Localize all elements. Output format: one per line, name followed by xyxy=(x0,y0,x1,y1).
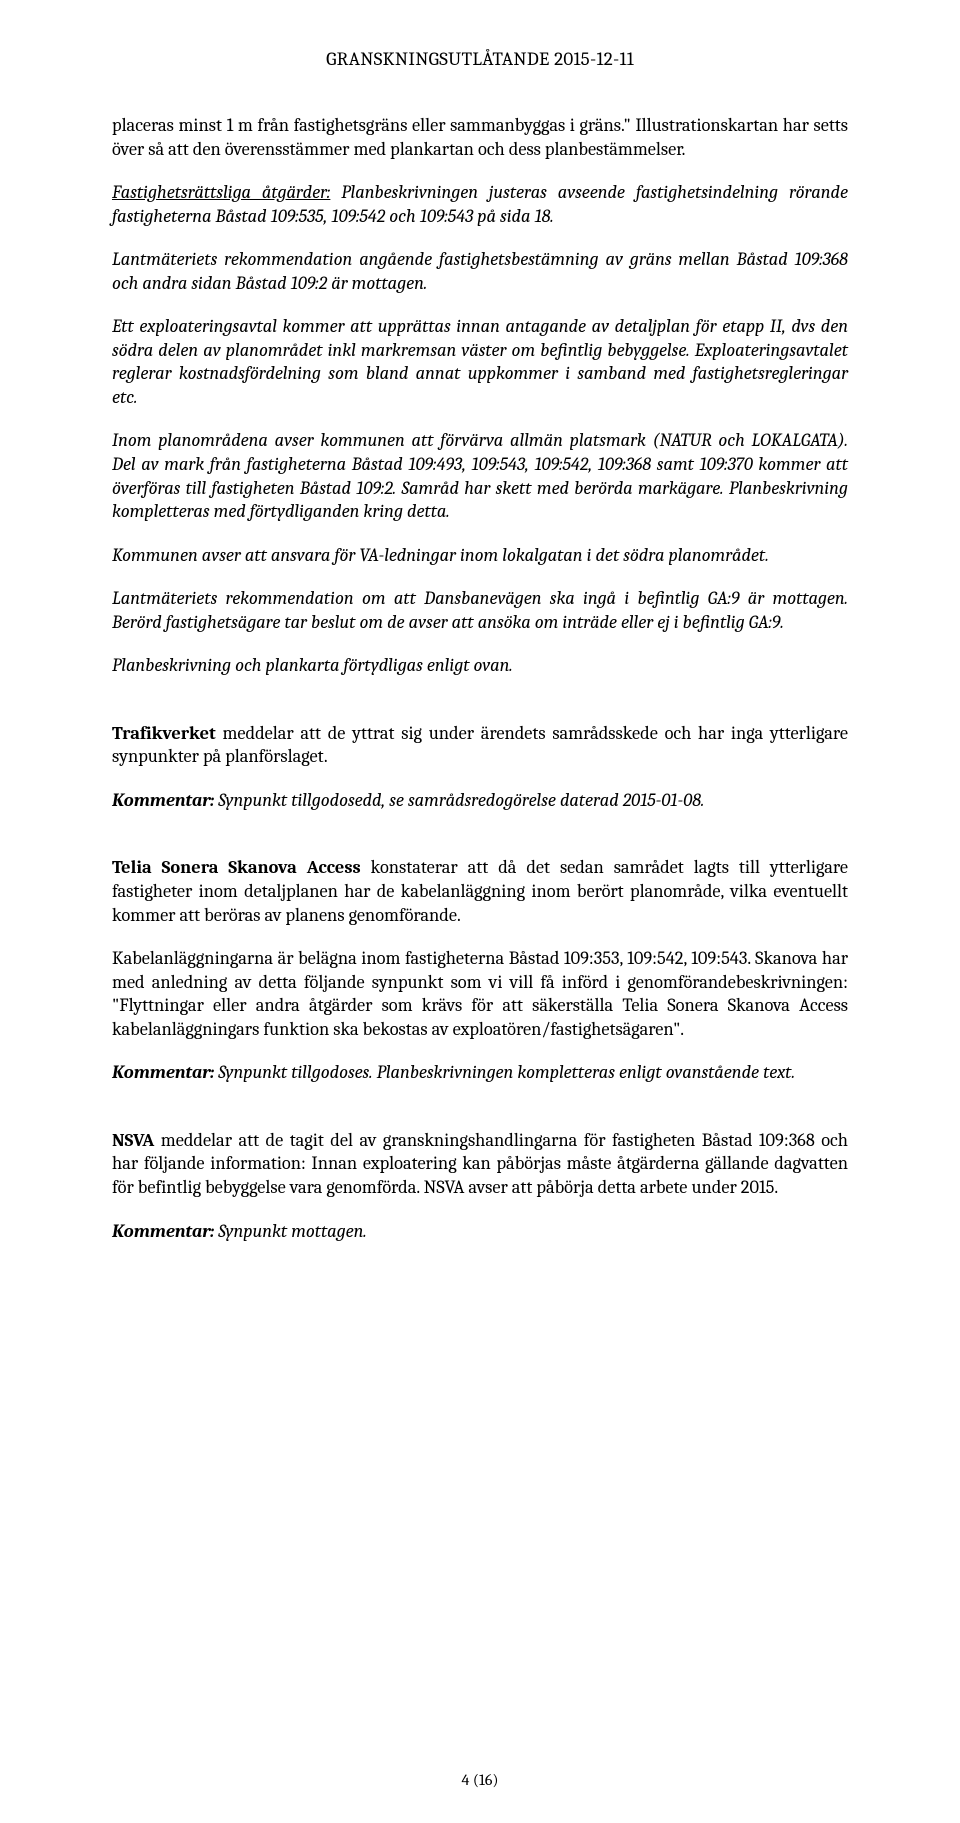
para-15: Kommentar: Synpunkt mottagen. xyxy=(112,1220,848,1244)
para-10-lead: Kommentar: xyxy=(112,789,214,811)
para-8: Planbeskrivning och plankarta förtydliga… xyxy=(112,654,848,678)
doc-header: GRANSKNINGSUTLÅTANDE 2015-12-11 xyxy=(112,48,848,70)
para-13: Kommentar: Synpunkt tillgodoses. Planbes… xyxy=(112,1061,848,1085)
para-7: Lantmäteriets rekommendation om att Dans… xyxy=(112,587,848,634)
para-13-lead: Kommentar: xyxy=(112,1061,214,1083)
para-9-lead: Trafikverket xyxy=(112,722,216,744)
para-15-lead: Kommentar: xyxy=(112,1220,214,1242)
para-6: Kommunen avser att ansvara för VA-lednin… xyxy=(112,544,848,568)
para-5: Inom planområdena avser kommunen att för… xyxy=(112,429,848,523)
section-gap xyxy=(112,832,848,856)
para-9: Trafikverket meddelar att de yttrat sig … xyxy=(112,722,848,769)
para-4: Ett exploateringsavtal kommer att upprät… xyxy=(112,315,848,409)
para-14-body: meddelar att de tagit del av gransknings… xyxy=(112,1129,848,1198)
para-13-body: Synpunkt tillgodoses. Planbeskrivningen … xyxy=(214,1061,795,1083)
para-10-body: Synpunkt tillgodosedd, se samrådsredogör… xyxy=(214,789,704,811)
para-2: Fastighetsrättsliga åtgärder: Planbeskri… xyxy=(112,181,848,228)
para-3: Lantmäteriets rekommendation angående fa… xyxy=(112,248,848,295)
para-10: Kommentar: Synpunkt tillgodosedd, se sam… xyxy=(112,789,848,813)
section-gap xyxy=(112,1105,848,1129)
para-2-heading: Fastighetsrättsliga åtgärder: xyxy=(112,181,330,203)
para-11-lead: Telia Sonera Skanova Access xyxy=(112,856,361,878)
para-14: NSVA meddelar att de tagit del av gransk… xyxy=(112,1129,848,1200)
para-9-body: meddelar att de yttrat sig under ärendet… xyxy=(112,722,848,768)
para-14-lead: NSVA xyxy=(112,1129,154,1151)
para-15-body: Synpunkt mottagen. xyxy=(214,1220,366,1242)
para-1: placeras minst 1 m från fastighetsgräns … xyxy=(112,114,848,161)
section-gap xyxy=(112,698,848,722)
document-page: GRANSKNINGSUTLÅTANDE 2015-12-11 placeras… xyxy=(0,0,960,1823)
page-number: 4 (16) xyxy=(0,1771,960,1789)
para-12: Kabelanläggningarna är belägna inom fast… xyxy=(112,947,848,1041)
para-11: Telia Sonera Skanova Access konstaterar … xyxy=(112,856,848,927)
